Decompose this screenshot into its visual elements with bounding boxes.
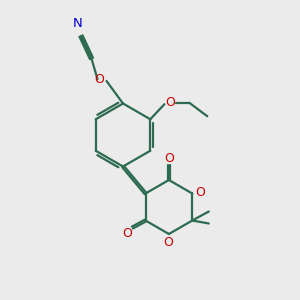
Text: O: O bbox=[122, 227, 132, 240]
Text: O: O bbox=[94, 73, 104, 86]
Text: N: N bbox=[73, 17, 82, 30]
Text: O: O bbox=[163, 236, 173, 250]
Text: O: O bbox=[164, 152, 174, 166]
Text: O: O bbox=[165, 96, 175, 109]
Text: O: O bbox=[196, 185, 206, 199]
